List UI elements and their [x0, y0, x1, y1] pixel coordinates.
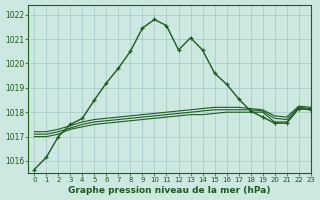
X-axis label: Graphe pression niveau de la mer (hPa): Graphe pression niveau de la mer (hPa) [68, 186, 271, 195]
